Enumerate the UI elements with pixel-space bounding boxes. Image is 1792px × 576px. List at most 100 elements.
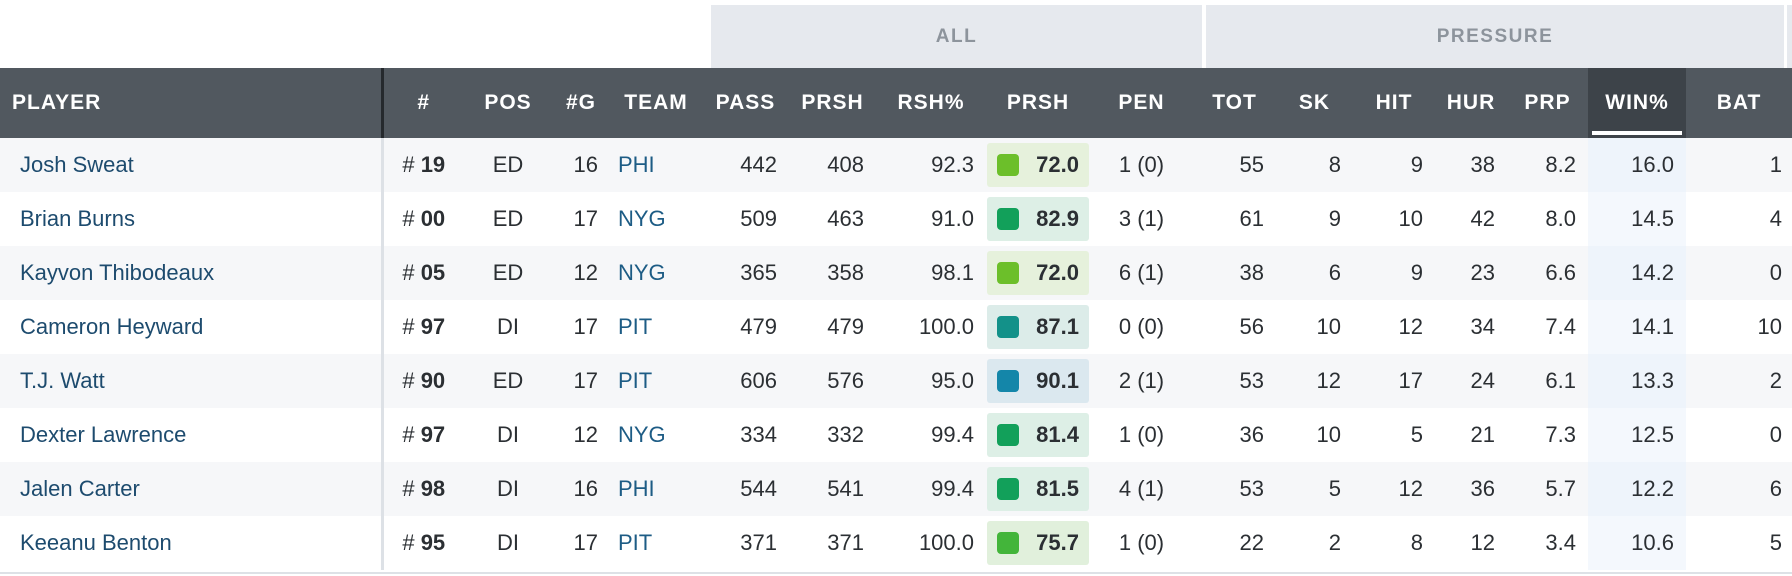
jersey-prefix: # xyxy=(402,368,415,393)
player-name-link[interactable]: Keeanu Benton xyxy=(0,516,384,570)
team-link[interactable]: PIT xyxy=(610,300,702,354)
jersey-number: 05 xyxy=(420,260,446,285)
position: DI xyxy=(464,300,552,354)
pass-rush-productivity: 8.2 xyxy=(1507,138,1588,192)
rush-pct: 100.0 xyxy=(876,516,986,570)
team-link[interactable]: NYG xyxy=(610,408,702,462)
pass-rush-grade-cell: 82.9 xyxy=(986,192,1090,246)
header-prp[interactable]: PRP xyxy=(1507,68,1588,138)
jersey-number-cell: # 90 xyxy=(382,354,464,408)
pass-snaps: 442 xyxy=(702,138,789,192)
jersey-prefix: # xyxy=(402,422,415,447)
header-player[interactable]: PLAYER xyxy=(0,68,384,138)
table-row[interactable]: Kayvon Thibodeaux # 05 ED 12 NYG 365 358 98.1 72… xyxy=(0,246,1792,300)
header-prsh[interactable]: PRSH xyxy=(789,68,876,138)
table-row[interactable]: Josh Sweat # 19 ED 16 PHI 442 408 92.3 72.0 1 (0)… xyxy=(0,138,1792,192)
position: DI xyxy=(464,516,552,570)
header-games[interactable]: #G xyxy=(552,68,610,138)
header-bat[interactable]: BAT xyxy=(1686,68,1792,138)
rush-pct: 99.4 xyxy=(876,462,986,516)
penalties: 0 (0) xyxy=(1090,300,1193,354)
table-row[interactable]: Brian Burns # 00 ED 17 NYG 509 463 91.0 82.9 3 (1… xyxy=(0,192,1792,246)
header-prsh-grade[interactable]: PRSH xyxy=(986,68,1090,138)
hits: 9 xyxy=(1353,138,1435,192)
header-pen[interactable]: PEN xyxy=(1090,68,1193,138)
player-name-link[interactable]: T.J. Watt xyxy=(0,354,384,408)
batted-passes: 0 xyxy=(1686,246,1792,300)
total-pressures: 53 xyxy=(1193,354,1276,408)
win-rate: 14.5 xyxy=(1588,192,1686,246)
games-played: 12 xyxy=(552,408,610,462)
position: ED xyxy=(464,246,552,300)
pass-rush-grade-badge: 87.1 xyxy=(987,305,1089,349)
players-stats-table: PLAYER # POS #G TEAM PASS PRSH RSH% PRSH… xyxy=(0,68,1792,570)
pass-rush-grade-cell: 81.5 xyxy=(986,462,1090,516)
header-tot[interactable]: TOT xyxy=(1193,68,1276,138)
header-pos[interactable]: POS xyxy=(464,68,552,138)
pass-rush-grade-badge: 82.9 xyxy=(987,197,1089,241)
header-jersey[interactable]: # xyxy=(382,68,464,138)
pass-rush-grade-cell: 81.4 xyxy=(986,408,1090,462)
team-link[interactable]: PHI xyxy=(610,462,702,516)
header-win-pct-sorted[interactable]: WIN% xyxy=(1588,68,1686,138)
pass-snaps: 544 xyxy=(702,462,789,516)
table-row[interactable]: T.J. Watt # 90 ED 17 PIT 606 576 95.0 90.1 2 (1) 5… xyxy=(0,354,1792,408)
team-link[interactable]: NYG xyxy=(610,246,702,300)
team-link[interactable]: PIT xyxy=(610,516,702,570)
hurries: 38 xyxy=(1435,138,1507,192)
player-name-link[interactable]: Brian Burns xyxy=(0,192,384,246)
table-row[interactable]: Jalen Carter # 98 DI 16 PHI 544 541 99.4 81.5 4 (… xyxy=(0,462,1792,516)
hurries: 42 xyxy=(1435,192,1507,246)
header-rsh-pct[interactable]: RSH% xyxy=(876,68,986,138)
jersey-number-cell: # 97 xyxy=(382,300,464,354)
games-played: 17 xyxy=(552,300,610,354)
jersey-number-cell: # 00 xyxy=(382,192,464,246)
total-pressures: 55 xyxy=(1193,138,1276,192)
hits: 12 xyxy=(1353,462,1435,516)
pass-rush-grade-value: 87.1 xyxy=(1036,314,1079,339)
header-sk[interactable]: SK xyxy=(1276,68,1353,138)
pass-rush-grade-badge: 72.0 xyxy=(987,251,1089,295)
pass-rush-grade-value: 90.1 xyxy=(1036,368,1079,393)
player-name-link[interactable]: Jalen Carter xyxy=(0,462,384,516)
pass-rush-grade-value: 75.7 xyxy=(1036,530,1079,555)
jersey-prefix: # xyxy=(402,530,415,555)
rush-pct: 99.4 xyxy=(876,408,986,462)
player-name-link[interactable]: Josh Sweat xyxy=(0,138,384,192)
header-hit[interactable]: HIT xyxy=(1353,68,1435,138)
jersey-number: 95 xyxy=(420,530,446,555)
win-rate: 10.6 xyxy=(1588,516,1686,570)
jersey-prefix: # xyxy=(402,206,415,231)
table-row[interactable]: Dexter Lawrence # 97 DI 12 NYG 334 332 99.4 81.4… xyxy=(0,408,1792,462)
table-row[interactable]: Cameron Heyward # 97 DI 17 PIT 479 479 100.0 87.… xyxy=(0,300,1792,354)
player-name-link[interactable]: Kayvon Thibodeaux xyxy=(0,246,384,300)
player-name-link[interactable]: Cameron Heyward xyxy=(0,300,384,354)
jersey-number-cell: # 19 xyxy=(382,138,464,192)
sacks: 5 xyxy=(1276,462,1353,516)
hurries: 12 xyxy=(1435,516,1507,570)
grade-color-swatch xyxy=(997,478,1019,500)
rush-pct: 98.1 xyxy=(876,246,986,300)
column-group-all: ALL xyxy=(711,5,1202,68)
grade-color-swatch xyxy=(997,262,1019,284)
win-rate: 12.5 xyxy=(1588,408,1686,462)
pass-rush-grade-badge: 72.0 xyxy=(987,143,1089,187)
pass-rush-productivity: 3.4 xyxy=(1507,516,1588,570)
header-pass[interactable]: PASS xyxy=(702,68,789,138)
team-link[interactable]: NYG xyxy=(610,192,702,246)
team-link[interactable]: PIT xyxy=(610,354,702,408)
player-name-link[interactable]: Dexter Lawrence xyxy=(0,408,384,462)
pass-snaps: 606 xyxy=(702,354,789,408)
position: DI xyxy=(464,462,552,516)
rush-pct: 91.0 xyxy=(876,192,986,246)
table-row[interactable]: Keeanu Benton # 95 DI 17 PIT 371 371 100.0 75.7 1… xyxy=(0,516,1792,570)
penalties: 2 (1) xyxy=(1090,354,1193,408)
pass-rush-snaps: 479 xyxy=(789,300,876,354)
hurries: 23 xyxy=(1435,246,1507,300)
team-link[interactable]: PHI xyxy=(610,138,702,192)
header-team[interactable]: TEAM xyxy=(610,68,702,138)
penalties: 3 (1) xyxy=(1090,192,1193,246)
header-hur[interactable]: HUR xyxy=(1435,68,1507,138)
games-played: 17 xyxy=(552,516,610,570)
hits: 9 xyxy=(1353,246,1435,300)
